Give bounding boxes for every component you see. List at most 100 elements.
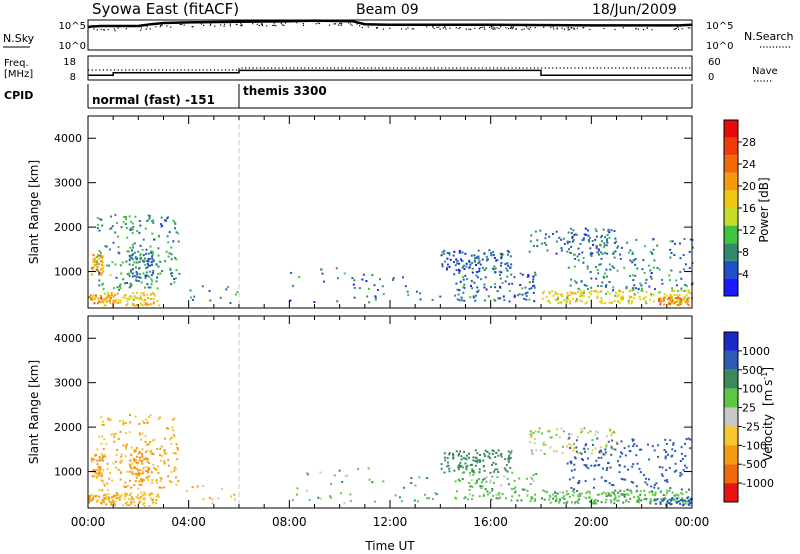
data-cell bbox=[142, 291, 145, 294]
data-cell bbox=[474, 260, 476, 263]
data-cell bbox=[485, 288, 488, 291]
data-cell bbox=[99, 468, 102, 471]
data-cell bbox=[600, 297, 603, 299]
data-cell bbox=[466, 278, 469, 281]
data-cell bbox=[583, 496, 586, 498]
data-cell bbox=[510, 499, 513, 502]
data-cell bbox=[459, 280, 462, 283]
data-cell bbox=[500, 257, 503, 260]
data-cell bbox=[582, 291, 585, 294]
nsearch-dot bbox=[603, 27, 605, 30]
data-cell bbox=[577, 287, 580, 290]
data-cell bbox=[493, 470, 495, 473]
data-cell bbox=[551, 290, 554, 293]
data-cell bbox=[482, 495, 485, 497]
data-cell bbox=[601, 452, 604, 454]
data-cell bbox=[627, 500, 630, 503]
data-cell bbox=[374, 295, 377, 298]
data-cell bbox=[338, 469, 341, 472]
data-cell bbox=[173, 281, 176, 284]
velocity-colorbar-tick-label: -1000 bbox=[742, 477, 774, 490]
data-cell bbox=[110, 292, 113, 295]
data-cell bbox=[96, 266, 99, 269]
nsearch-dot bbox=[220, 24, 222, 26]
data-cell bbox=[153, 438, 156, 441]
data-cell bbox=[656, 244, 659, 247]
nsearch-dot bbox=[478, 27, 480, 30]
data-cell bbox=[675, 493, 678, 496]
data-cell bbox=[414, 484, 417, 487]
data-cell bbox=[136, 455, 138, 458]
nsearch-dot bbox=[240, 25, 242, 27]
data-cell bbox=[545, 491, 548, 494]
data-cell bbox=[131, 496, 133, 499]
data-cell bbox=[103, 292, 106, 295]
data-cell bbox=[108, 298, 111, 301]
data-cell bbox=[605, 275, 608, 278]
data-cell bbox=[585, 491, 588, 494]
nsearch-dot bbox=[515, 28, 517, 30]
data-cell bbox=[468, 260, 471, 263]
data-cell bbox=[641, 290, 644, 293]
data-cell bbox=[119, 301, 122, 304]
data-cell bbox=[530, 449, 533, 452]
data-cell bbox=[116, 292, 119, 295]
data-cell bbox=[652, 293, 655, 296]
data-cell bbox=[662, 298, 665, 300]
data-cell bbox=[684, 296, 687, 299]
data-cell bbox=[616, 269, 619, 272]
data-cell bbox=[126, 250, 129, 253]
data-cell bbox=[149, 414, 152, 417]
data-cell bbox=[668, 502, 671, 505]
data-cell bbox=[498, 492, 501, 494]
data-cell bbox=[632, 445, 635, 448]
data-cell bbox=[105, 297, 108, 300]
data-cell bbox=[449, 258, 452, 261]
data-cell bbox=[688, 251, 691, 253]
data-cell bbox=[171, 426, 174, 429]
data-cell bbox=[149, 270, 152, 273]
data-cell bbox=[488, 452, 491, 455]
data-cell bbox=[458, 464, 461, 467]
data-cell bbox=[614, 494, 617, 497]
data-cell bbox=[148, 493, 151, 496]
data-cell bbox=[478, 260, 481, 263]
data-cell bbox=[612, 491, 615, 494]
data-cell bbox=[141, 459, 144, 462]
data-cell bbox=[620, 494, 623, 497]
data-cell bbox=[636, 462, 639, 465]
data-cell bbox=[677, 496, 680, 499]
data-cell bbox=[573, 443, 576, 445]
data-cell bbox=[631, 287, 634, 290]
data-cell bbox=[631, 438, 634, 441]
data-cell bbox=[128, 298, 131, 301]
data-cell bbox=[503, 299, 506, 302]
data-cell bbox=[628, 297, 631, 300]
data-cell bbox=[665, 469, 668, 472]
data-cell bbox=[530, 432, 533, 435]
data-cell bbox=[632, 274, 635, 277]
data-cell bbox=[639, 298, 642, 301]
data-cell bbox=[117, 246, 120, 249]
data-cell bbox=[676, 296, 679, 299]
data-cell bbox=[610, 229, 613, 232]
data-cell bbox=[474, 295, 477, 298]
data-cell bbox=[105, 245, 108, 248]
data-cell bbox=[158, 416, 161, 419]
nsearch-dot bbox=[241, 25, 243, 27]
data-cell bbox=[654, 288, 656, 291]
data-cell bbox=[457, 466, 460, 469]
data-cell bbox=[134, 256, 137, 259]
nsearch-dot bbox=[646, 27, 648, 29]
nsearch-dot bbox=[459, 27, 461, 29]
data-cell bbox=[566, 240, 569, 243]
data-cell bbox=[556, 298, 559, 301]
data-cell bbox=[114, 293, 117, 296]
data-cell bbox=[485, 480, 488, 483]
data-cell bbox=[511, 471, 514, 474]
data-cell bbox=[125, 443, 128, 446]
data-cell bbox=[489, 481, 492, 484]
data-cell bbox=[632, 463, 635, 466]
data-cell bbox=[109, 300, 111, 303]
data-cell bbox=[174, 452, 177, 455]
